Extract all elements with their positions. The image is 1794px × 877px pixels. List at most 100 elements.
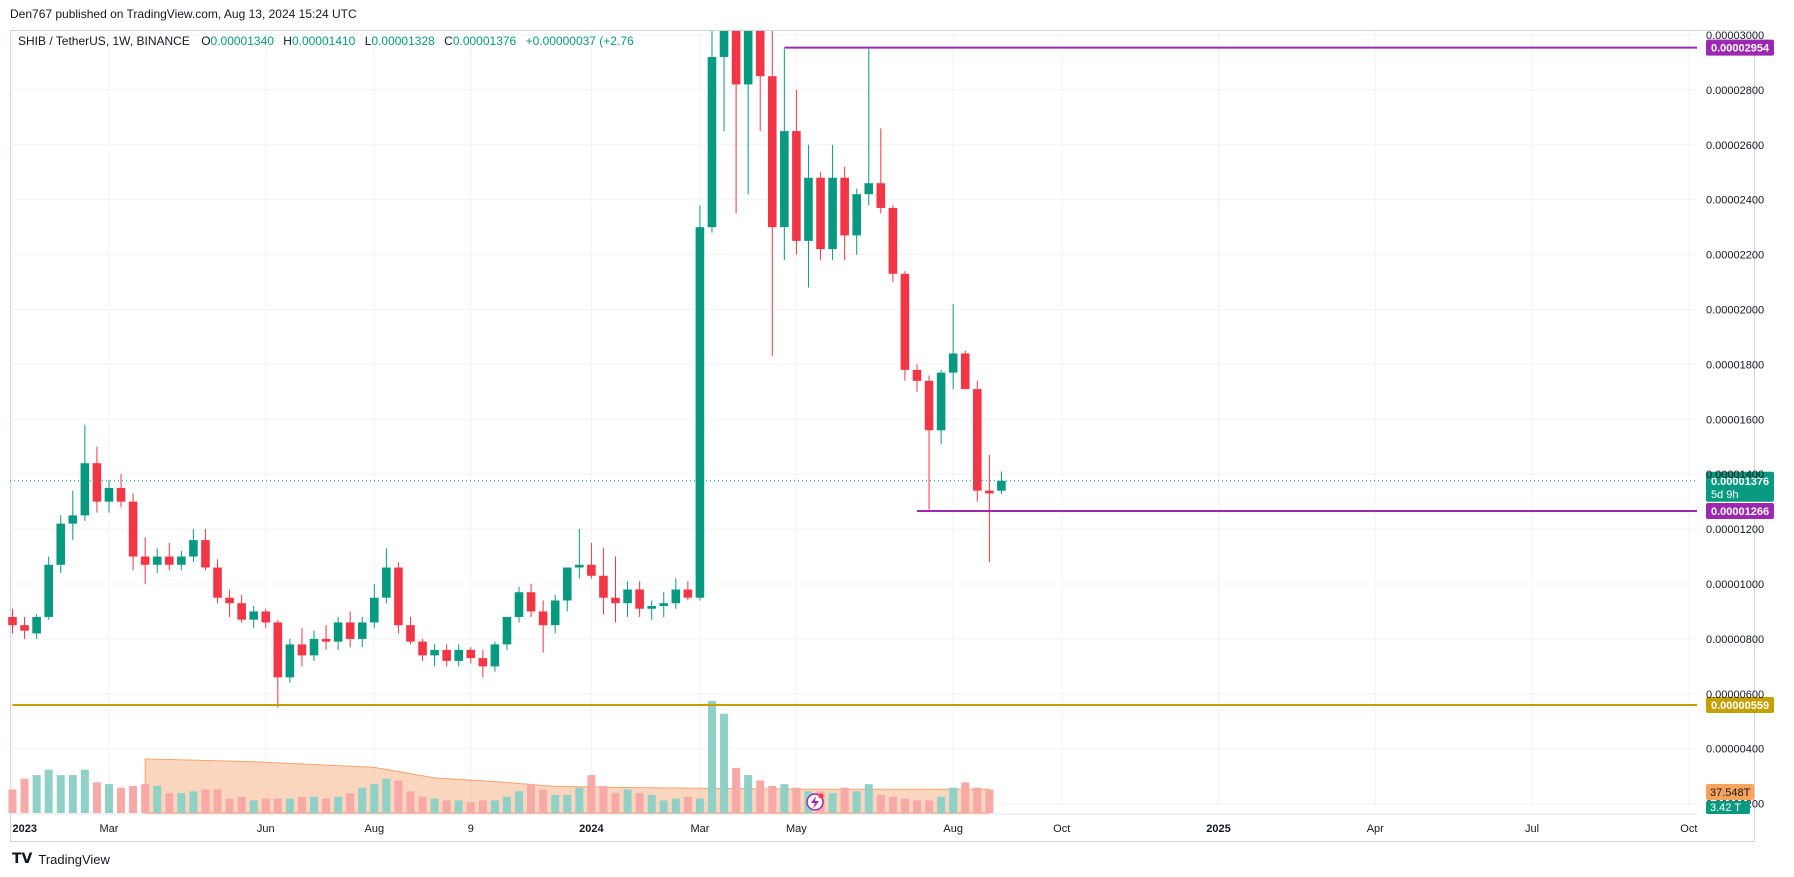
low-label: L xyxy=(364,34,372,48)
x-tick-label: Aug xyxy=(365,823,385,835)
y-tick-label: 0.00002800 xyxy=(1706,85,1764,97)
volume-bar xyxy=(32,775,41,813)
x-tick-label: Oct xyxy=(1680,823,1697,835)
volume-bar xyxy=(888,796,897,813)
volume-bar xyxy=(611,793,620,813)
volume-bar xyxy=(961,782,970,813)
candle xyxy=(285,644,295,678)
price-level-label: 0.00001266 xyxy=(1711,506,1769,518)
candle xyxy=(128,501,138,557)
volume-bar xyxy=(478,800,487,813)
candle xyxy=(538,611,548,626)
volume-bar xyxy=(925,800,934,813)
price-level-tag xyxy=(1706,697,1774,714)
volume-bar xyxy=(201,789,210,813)
y-tick-label: 0.00001600 xyxy=(1706,414,1764,426)
y-tick-label: 0.00001800 xyxy=(1706,359,1764,371)
high-label: H xyxy=(283,34,292,48)
volume-bar xyxy=(68,775,77,813)
candle xyxy=(562,567,572,601)
candle xyxy=(478,658,488,667)
close-value: 0.00001376 xyxy=(452,34,517,48)
volume-bar xyxy=(310,796,318,813)
volume-bar xyxy=(370,784,379,813)
candle xyxy=(743,31,753,85)
candle xyxy=(80,463,90,516)
price-level-label: 0.00000559 xyxy=(1711,700,1769,712)
volume-bar xyxy=(780,784,789,813)
candle xyxy=(454,649,464,661)
volume-bar xyxy=(382,778,391,813)
volume-bar xyxy=(985,789,994,813)
candle xyxy=(382,567,391,598)
symbol-name[interactable]: SHIB / TetherUS, 1W, BINANCE xyxy=(18,34,190,48)
x-tick-label: Mar xyxy=(100,823,119,835)
volume-bar xyxy=(949,787,958,813)
candle xyxy=(116,487,126,502)
volume-bar xyxy=(900,798,909,813)
chart-frame[interactable] xyxy=(10,30,1755,842)
volume-bar xyxy=(358,787,367,813)
candle xyxy=(514,592,524,617)
candle xyxy=(900,273,910,370)
price-level-label: 0.00002954 xyxy=(1711,43,1770,55)
candle xyxy=(973,389,982,491)
volume-bar xyxy=(539,789,548,813)
candle xyxy=(418,641,427,656)
volume-bar xyxy=(527,784,536,813)
price-level-tag xyxy=(1706,39,1774,56)
candle xyxy=(370,597,379,623)
volume-bar xyxy=(840,787,849,813)
candle xyxy=(152,556,162,565)
volume-bar xyxy=(273,798,282,813)
volume-bar xyxy=(297,796,306,813)
candle xyxy=(623,589,632,604)
volume-bar xyxy=(575,787,584,813)
candle xyxy=(321,638,331,642)
volume-bar xyxy=(177,793,186,813)
x-tick-label: 2024 xyxy=(579,823,604,835)
candle xyxy=(731,31,741,85)
open-value: 0.00001340 xyxy=(210,34,274,48)
volume-bar xyxy=(92,782,101,813)
volume-bar xyxy=(44,769,53,813)
y-tick-label: 0.00001000 xyxy=(1706,579,1764,591)
candle xyxy=(671,589,681,604)
volume-bar xyxy=(225,798,234,813)
volume-bar xyxy=(237,796,246,813)
candle xyxy=(587,564,596,576)
volume-bar xyxy=(490,800,499,813)
volume-bar xyxy=(515,791,524,813)
x-tick-label: Aug xyxy=(943,823,963,835)
candle xyxy=(189,540,198,557)
candle xyxy=(755,31,765,77)
volume-bar xyxy=(346,793,355,813)
candle xyxy=(767,76,777,228)
volume-bar xyxy=(213,789,222,813)
x-tick-label: May xyxy=(786,823,807,835)
volume-bar xyxy=(249,800,258,813)
x-tick-label: Jul xyxy=(1525,823,1539,835)
candle xyxy=(828,177,837,250)
candles xyxy=(8,31,1006,708)
last-price-value: 0.00001376 xyxy=(1711,476,1769,488)
x-tick-label: Apr xyxy=(1367,823,1384,835)
candle xyxy=(719,31,729,57)
candle xyxy=(297,644,307,656)
candle xyxy=(442,649,451,661)
candle xyxy=(948,353,958,373)
x-tick-label: Mar xyxy=(690,823,709,835)
symbol-legend: SHIB / TetherUS, 1W, BINANCE O0.00001340… xyxy=(18,34,640,48)
candle xyxy=(345,622,355,639)
candle xyxy=(502,616,512,645)
tradingview-logo[interactable]: TV TradingView xyxy=(12,851,110,867)
candle xyxy=(104,487,114,502)
candle xyxy=(32,616,41,634)
candle xyxy=(575,564,584,568)
candle xyxy=(936,372,946,431)
volume-bar xyxy=(20,778,29,813)
volume-bar xyxy=(864,784,873,813)
y-tick-label: 0.00001400 xyxy=(1706,469,1764,481)
candle xyxy=(550,600,560,626)
